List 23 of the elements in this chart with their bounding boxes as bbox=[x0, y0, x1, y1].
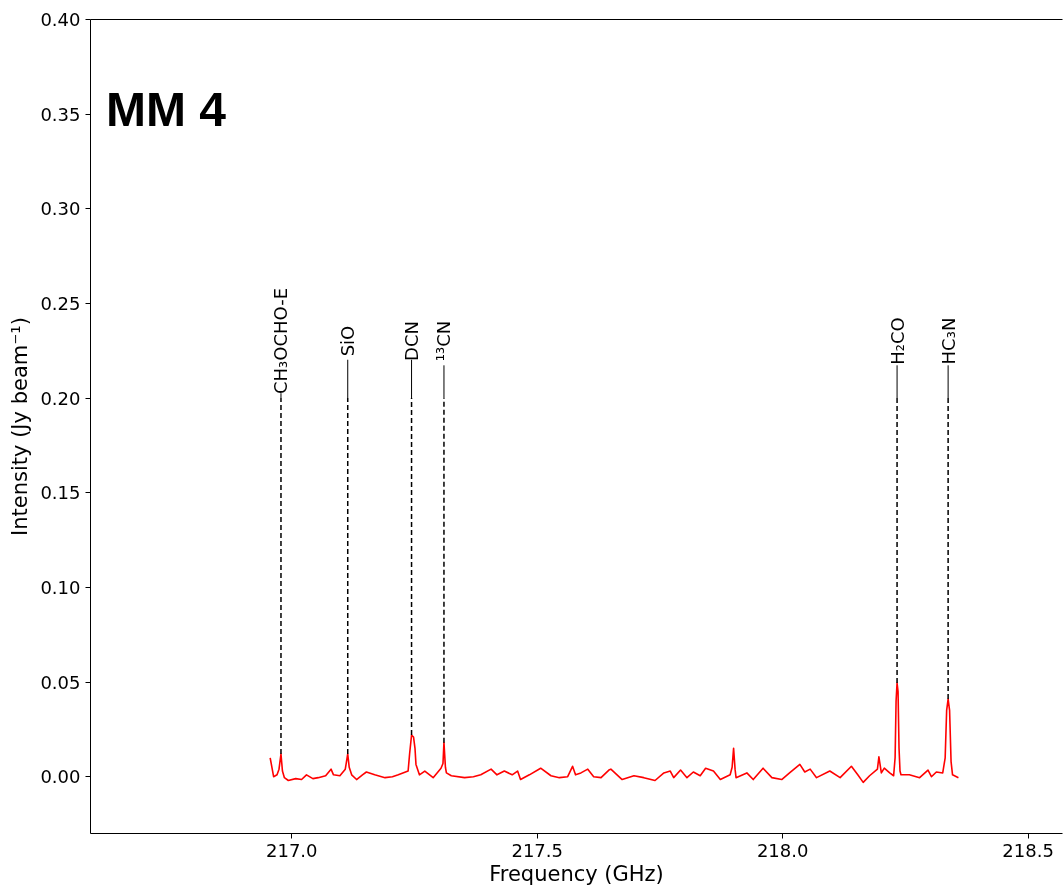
y-tick-label: 0.25 bbox=[40, 292, 81, 314]
y-tick-label: 0.00 bbox=[40, 766, 81, 788]
y-tick-label: 0.30 bbox=[40, 198, 81, 220]
ref-line-label: DCN bbox=[401, 321, 423, 361]
x-tick-label: 217.0 bbox=[266, 839, 318, 861]
ref-line-label: SiO bbox=[337, 325, 359, 357]
ref-line-label: CH₃OCHO-E bbox=[270, 287, 292, 395]
y-tick-label: 0.10 bbox=[40, 576, 81, 598]
ref-line-label: HC₃N bbox=[937, 317, 959, 365]
y-tick-label: 0.35 bbox=[40, 103, 81, 125]
y-tick-label: 0.20 bbox=[40, 387, 81, 409]
y-tick-label: 0.40 bbox=[40, 9, 81, 30]
ref-line-label: H₂CO bbox=[886, 317, 908, 365]
x-tick-label: 218.0 bbox=[756, 839, 809, 861]
ref-line-label: ¹³CN bbox=[433, 320, 455, 362]
y-tick-label: 0.15 bbox=[40, 482, 81, 504]
line-series bbox=[269, 682, 960, 784]
x-tick-label: 218.5 bbox=[1002, 839, 1054, 861]
y-axis-title: Intensity (Jy beam⁻¹) bbox=[8, 317, 33, 536]
text: MM 4 bbox=[106, 83, 227, 137]
y-tick-label: 0.05 bbox=[40, 671, 81, 693]
x-axis-title: Frequency (GHz) bbox=[489, 861, 664, 886]
x-tick-label: 217.5 bbox=[511, 839, 563, 861]
